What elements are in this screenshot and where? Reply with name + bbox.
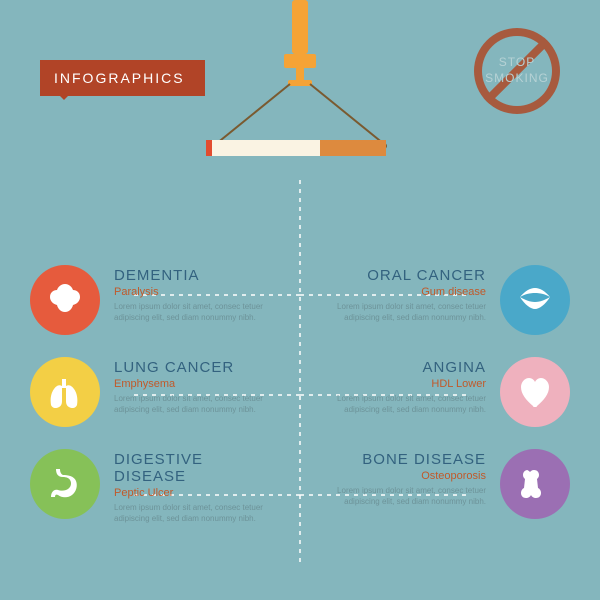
disease-subtitle: Paralysis [114,286,270,298]
disease-subtitle: Osteoporosis [330,470,486,482]
disease-item: BONE DISEASE Osteoporosis Lorem ipsum dolo… [330,449,570,519]
disease-item: LUNG CANCER Emphysema Lorem ipsum dolor si… [30,357,270,427]
disease-text: BONE DISEASE Osteoporosis Lorem ipsum dolo… [330,449,486,508]
disease-text: DEMENTIA Paralysis Lorem ipsum dolor sit a… [114,265,270,324]
crane-cigarette-icon [170,0,430,180]
disease-title: DIGESTIVE DISEASE [114,451,270,485]
disease-lorem: Lorem ipsum dolor sit amet, consec tetue… [330,394,486,416]
stomach-icon [30,449,100,519]
disease-title: BONE DISEASE [330,451,486,468]
left-column: DEMENTIA Paralysis Lorem ipsum dolor sit a… [30,265,270,585]
brain-icon [30,265,100,335]
disease-lorem: Lorem ipsum dolor sit amet, consec tetue… [114,394,270,416]
disease-item: ANGINA HDL Lower Lorem ipsum dolor sit ame… [330,357,570,427]
disease-text: LUNG CANCER Emphysema Lorem ipsum dolor si… [114,357,270,416]
disease-subtitle: Peptic Ulcer [114,487,270,499]
right-column: ORAL CANCER Gum disease Lorem ipsum dolor … [330,265,570,585]
heart-icon [500,357,570,427]
stop-smoking-icon: STOP SMOKING [474,28,560,114]
disease-lorem: Lorem ipsum dolor sit amet, consec tetue… [330,302,486,324]
disease-lorem: Lorem ipsum dolor sit amet, consec tetue… [114,302,270,324]
disease-item: ORAL CANCER Gum disease Lorem ipsum dolor … [330,265,570,335]
mouth-icon [500,265,570,335]
disease-item: DIGESTIVE DISEASE Peptic Ulcer Lorem ipsum… [30,449,270,525]
disease-title: LUNG CANCER [114,359,270,376]
disease-columns: DEMENTIA Paralysis Lorem ipsum dolor sit a… [30,265,570,585]
stop-line2: SMOKING [485,71,549,87]
disease-subtitle: HDL Lower [330,378,486,390]
disease-text: DIGESTIVE DISEASE Peptic Ulcer Lorem ipsum… [114,449,270,525]
disease-title: ORAL CANCER [330,267,486,284]
disease-lorem: Lorem ipsum dolor sit amet, consec tetue… [330,486,486,508]
disease-subtitle: Emphysema [114,378,270,390]
infographic-root: INFOGRAPHICS STOP SMOKING [0,0,600,600]
disease-lorem: Lorem ipsum dolor sit amet, consec tetue… [114,503,270,525]
disease-subtitle: Gum disease [330,286,486,298]
disease-title: ANGINA [330,359,486,376]
stop-line1: STOP [499,55,535,71]
disease-item: DEMENTIA Paralysis Lorem ipsum dolor sit a… [30,265,270,335]
disease-title: DEMENTIA [114,267,270,284]
lungs-icon [30,357,100,427]
disease-text: ANGINA HDL Lower Lorem ipsum dolor sit ame… [330,357,486,416]
bone-icon [500,449,570,519]
disease-text: ORAL CANCER Gum disease Lorem ipsum dolor … [330,265,486,324]
